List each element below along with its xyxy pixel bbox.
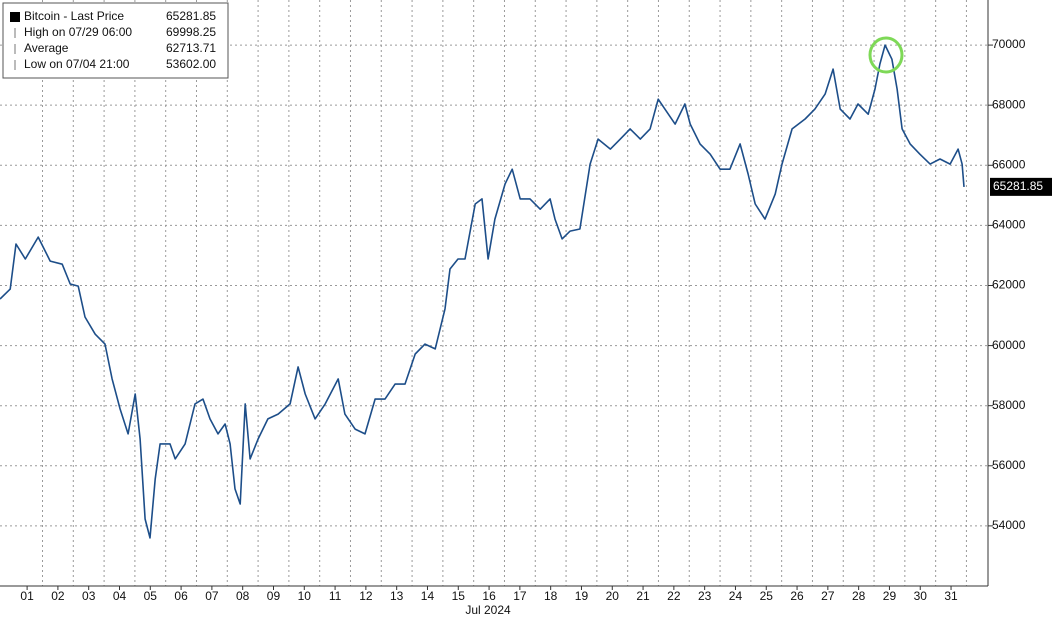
legend-label: Low on 07/04 21:00 — [24, 57, 130, 71]
x-axis-label: Jul 2024 — [465, 603, 511, 617]
y-tick-label: 54000 — [992, 518, 1026, 532]
x-tick-label: 01 — [20, 589, 34, 603]
y-tick-label: 70000 — [992, 37, 1026, 51]
x-tick-label: 07 — [205, 589, 219, 603]
x-tick-label: 29 — [883, 589, 897, 603]
x-tick-label: 26 — [790, 589, 804, 603]
x-tick-label: 16 — [482, 589, 496, 603]
y-tick-label: 58000 — [992, 398, 1026, 412]
x-tick-label: 17 — [513, 589, 527, 603]
x-tick-label: 09 — [267, 589, 281, 603]
x-tick-label: 12 — [359, 589, 373, 603]
y-tick-label: 66000 — [992, 157, 1026, 171]
legend-value: 62713.71 — [166, 41, 216, 55]
x-tick-label: 05 — [144, 589, 158, 603]
x-tick-label: 04 — [113, 589, 127, 603]
highlight-circle — [868, 36, 904, 74]
x-tick-label: 06 — [174, 589, 188, 603]
x-tick-label: 02 — [51, 589, 65, 603]
y-tick-label: 64000 — [992, 218, 1026, 232]
legend-value: 53602.00 — [166, 57, 216, 71]
x-tick-label: 27 — [821, 589, 835, 603]
x-tick-label: 25 — [760, 589, 774, 603]
legend-label: Bitcoin - Last Price — [24, 9, 124, 23]
x-tick-label: 31 — [944, 589, 958, 603]
x-tick-label: 28 — [852, 589, 866, 603]
x-tick-label: 15 — [452, 589, 466, 603]
legend-box — [2, 2, 229, 79]
y-tick-label: 56000 — [992, 458, 1026, 472]
x-tick-label: 14 — [421, 589, 435, 603]
plot — [0, 44, 965, 539]
y-tick-label: 62000 — [992, 278, 1026, 292]
x-tick-label: 03 — [82, 589, 96, 603]
x-tick-label: 08 — [236, 589, 250, 603]
x-tick-label: 30 — [914, 589, 928, 603]
x-tick-label: 19 — [575, 589, 589, 603]
x-tick-label: 20 — [606, 589, 620, 603]
last-price-box — [990, 177, 1052, 196]
legend-swatch — [10, 12, 20, 22]
x-tick-label: 11 — [329, 589, 342, 603]
x-tick-label: 21 — [636, 589, 650, 603]
x-tick-label: 23 — [698, 589, 712, 603]
x-tick-label: 18 — [544, 589, 558, 603]
x-tick-label: 22 — [667, 589, 681, 603]
x-tick-label: 13 — [390, 589, 404, 603]
legend-label: Average — [24, 41, 69, 55]
legend: Bitcoin - Last Price 65281.85 High on 07/2… — [2, 2, 229, 79]
legend-value: 65281.85 — [166, 9, 216, 23]
last-price-label: 65281.85 — [993, 179, 1043, 193]
legend-label: High on 07/29 06:00 — [24, 25, 132, 39]
y-tick-label: 68000 — [992, 97, 1026, 111]
legend-value: 69998.25 — [166, 25, 216, 39]
price-line — [0, 44, 965, 539]
y-tick-label: 60000 — [992, 338, 1026, 352]
x-tick-label: 24 — [729, 589, 743, 603]
x-tick-label: 10 — [298, 589, 312, 603]
